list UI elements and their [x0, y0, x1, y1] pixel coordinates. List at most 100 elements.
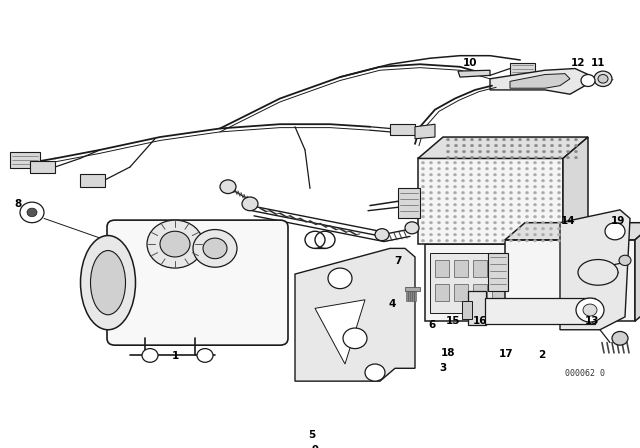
Circle shape: [470, 156, 474, 159]
Circle shape: [477, 233, 481, 236]
Polygon shape: [490, 69, 590, 94]
Circle shape: [534, 168, 536, 170]
Circle shape: [429, 198, 433, 200]
Circle shape: [550, 239, 552, 242]
Circle shape: [142, 349, 158, 362]
Text: 8: 8: [14, 199, 22, 209]
Polygon shape: [458, 70, 490, 77]
Bar: [398, 189, 420, 219]
Circle shape: [550, 233, 552, 236]
Circle shape: [493, 168, 497, 170]
Circle shape: [463, 138, 465, 141]
Circle shape: [27, 208, 37, 217]
Circle shape: [477, 228, 481, 230]
Circle shape: [477, 185, 481, 188]
Circle shape: [493, 185, 497, 188]
Circle shape: [454, 203, 456, 206]
Bar: [549, 284, 563, 301]
Polygon shape: [563, 137, 588, 244]
Circle shape: [470, 198, 472, 200]
Circle shape: [461, 209, 465, 212]
Circle shape: [461, 168, 465, 170]
Circle shape: [477, 191, 481, 194]
Circle shape: [557, 203, 561, 206]
Circle shape: [445, 203, 449, 206]
Circle shape: [445, 185, 449, 188]
Circle shape: [493, 233, 497, 236]
Circle shape: [509, 185, 513, 188]
Circle shape: [518, 233, 520, 236]
Bar: [410, 291, 412, 302]
Circle shape: [486, 203, 488, 206]
Circle shape: [550, 209, 552, 212]
Circle shape: [541, 180, 545, 182]
Polygon shape: [80, 174, 105, 187]
Circle shape: [422, 161, 424, 164]
Circle shape: [454, 215, 456, 218]
Circle shape: [147, 220, 203, 268]
Circle shape: [525, 198, 529, 200]
Circle shape: [447, 151, 449, 153]
Polygon shape: [635, 223, 640, 321]
Circle shape: [525, 203, 529, 206]
Circle shape: [541, 198, 545, 200]
Circle shape: [486, 144, 490, 147]
Circle shape: [438, 228, 440, 230]
Circle shape: [518, 161, 520, 164]
Circle shape: [534, 161, 536, 164]
Bar: [492, 284, 506, 301]
Circle shape: [502, 198, 504, 200]
Polygon shape: [510, 73, 570, 88]
Circle shape: [477, 168, 481, 170]
Circle shape: [502, 168, 504, 170]
Circle shape: [470, 151, 474, 153]
Circle shape: [518, 185, 520, 188]
Circle shape: [486, 221, 488, 224]
Circle shape: [509, 191, 513, 194]
Circle shape: [454, 144, 458, 147]
Circle shape: [557, 209, 561, 212]
Circle shape: [454, 185, 456, 188]
Bar: [435, 284, 449, 301]
Circle shape: [541, 228, 545, 230]
Circle shape: [502, 215, 504, 218]
Circle shape: [594, 71, 612, 86]
Polygon shape: [390, 124, 415, 135]
Circle shape: [422, 180, 424, 182]
Circle shape: [543, 156, 545, 159]
Circle shape: [493, 203, 497, 206]
Circle shape: [525, 233, 529, 236]
Circle shape: [557, 191, 561, 194]
Circle shape: [541, 168, 545, 170]
Circle shape: [550, 203, 552, 206]
Polygon shape: [510, 63, 535, 74]
Circle shape: [543, 138, 545, 141]
Circle shape: [550, 168, 552, 170]
Circle shape: [203, 238, 227, 258]
Circle shape: [486, 173, 488, 176]
Circle shape: [454, 180, 456, 182]
Circle shape: [527, 151, 529, 153]
Circle shape: [477, 180, 481, 182]
Circle shape: [518, 228, 520, 230]
Circle shape: [470, 144, 474, 147]
Circle shape: [470, 221, 472, 224]
Text: 18: 18: [441, 348, 455, 358]
Circle shape: [559, 156, 561, 159]
Bar: [412, 291, 413, 302]
Circle shape: [557, 173, 561, 176]
Circle shape: [438, 198, 440, 200]
Circle shape: [525, 191, 529, 194]
Circle shape: [486, 180, 488, 182]
Circle shape: [502, 209, 504, 212]
Bar: [454, 259, 468, 277]
Circle shape: [534, 144, 538, 147]
Circle shape: [518, 191, 520, 194]
Circle shape: [343, 328, 367, 349]
Circle shape: [502, 228, 504, 230]
Circle shape: [550, 144, 554, 147]
Circle shape: [220, 180, 236, 194]
Text: 11: 11: [591, 57, 605, 68]
Text: 3: 3: [440, 363, 447, 373]
Circle shape: [502, 156, 506, 159]
